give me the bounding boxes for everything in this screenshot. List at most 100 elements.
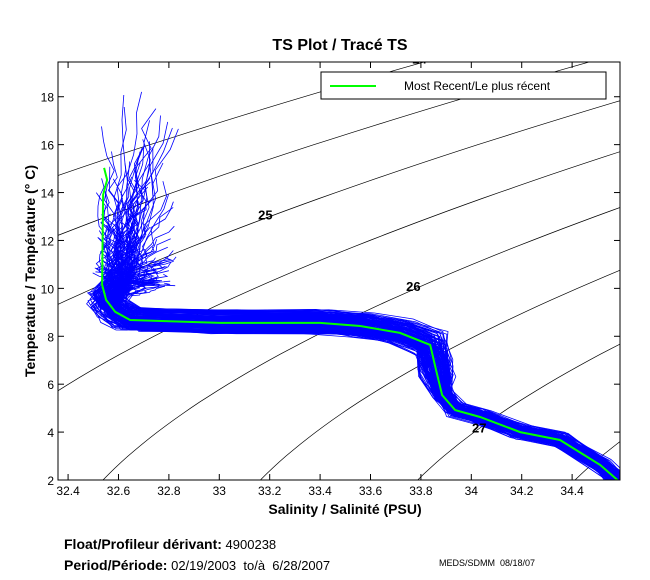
y-tick-label: 16	[41, 139, 55, 153]
profile-line	[124, 270, 620, 477]
x-tick-label: 33.6	[359, 484, 383, 498]
period-row: Period/Période: 02/19/2003 to/à 6/28/200…	[64, 557, 330, 573]
y-axis-label: Temperature / Température (° C)	[22, 165, 38, 377]
profile-line	[102, 266, 620, 480]
density-contour-27.5	[574, 441, 620, 480]
contour-label-24: 24	[412, 52, 427, 67]
profile-line	[101, 126, 620, 477]
period-label: Period/Période:	[64, 557, 168, 573]
y-tick-label: 14	[41, 187, 55, 201]
profile-line	[104, 250, 611, 480]
density-contour-25	[58, 100, 620, 305]
chart-title: TS Plot / Tracé TS	[272, 37, 407, 54]
density-contour-24	[58, 62, 426, 176]
y-tick-label: 8	[47, 330, 54, 344]
profile-line	[115, 251, 620, 473]
profile-line	[110, 273, 616, 480]
profile-line	[104, 278, 615, 476]
profile-line	[90, 257, 607, 480]
profile-line	[92, 258, 612, 480]
profile-line	[108, 276, 616, 480]
profile-line	[98, 266, 616, 480]
profile-line	[94, 267, 613, 480]
density-contour-26.5	[259, 269, 620, 480]
profile-line	[97, 237, 614, 480]
profile-line	[92, 262, 609, 480]
profile-line	[96, 268, 608, 478]
profile-line	[95, 271, 620, 476]
contour-label-26: 26	[406, 279, 420, 294]
density-contour-25.5	[58, 151, 620, 392]
x-axis-label: Salinity / Salinité (PSU)	[268, 501, 421, 517]
x-tick-label: 32.4	[56, 484, 80, 498]
profile-line	[95, 259, 617, 480]
credit: MEDS/SDMM 08/18/07	[439, 558, 536, 568]
x-tick-label: 34.2	[510, 484, 534, 498]
profile-line	[109, 273, 615, 480]
x-tick-label: 32.8	[157, 484, 181, 498]
profile-line	[116, 264, 619, 478]
profile-line	[98, 267, 616, 480]
density-contour-27	[417, 343, 620, 480]
profile-line	[99, 108, 609, 480]
x-tick-label: 34	[465, 484, 479, 498]
x-tick-label: 33.2	[258, 484, 282, 498]
plot-frame	[57, 61, 621, 481]
profile-line	[99, 246, 608, 480]
legend: Most Recent/Le plus récent	[320, 71, 607, 100]
x-tick-label: 33	[213, 484, 227, 498]
x-tick-label: 33.4	[308, 484, 332, 498]
profile-line	[106, 244, 620, 478]
profile-line	[92, 261, 607, 478]
profile-line	[100, 246, 609, 480]
profile-line	[113, 240, 617, 480]
y-tick-label: 10	[41, 282, 55, 296]
profile-line	[103, 261, 617, 480]
float-id: 4900238	[225, 537, 277, 552]
contour-label-25: 25	[258, 207, 272, 222]
profile-line	[104, 238, 618, 480]
contour-label-27: 27	[472, 420, 486, 435]
profile-line	[105, 227, 611, 480]
x-tick-label: 32.6	[107, 484, 131, 498]
profile-line	[124, 266, 619, 480]
y-tick-label: 2	[47, 474, 54, 488]
profile-line	[102, 141, 610, 480]
y-tick-label: 4	[47, 426, 54, 440]
x-tick-label: 34.4	[560, 484, 584, 498]
profile-line	[102, 277, 614, 480]
profile-line	[92, 268, 605, 480]
y-tick-label: 6	[47, 378, 54, 392]
profile-line	[98, 260, 614, 480]
profile-line	[111, 258, 619, 480]
y-tick-label: 12	[41, 234, 55, 248]
profile-line	[95, 106, 608, 479]
profile-line	[100, 260, 614, 479]
profile-line	[102, 245, 618, 480]
profile-line	[97, 237, 620, 480]
profile-line	[100, 115, 611, 478]
profile-line	[102, 265, 618, 480]
float-row: Float/Profileur dérivant: 4900238	[64, 536, 276, 552]
legend-label: Most Recent/Le plus récent	[404, 79, 551, 93]
profile-line	[95, 269, 614, 476]
profile-line	[118, 229, 620, 479]
profile-line	[118, 275, 620, 474]
profile-line	[87, 268, 610, 480]
profile-line	[106, 260, 616, 480]
period-value: 02/19/2003 to/à 6/28/2007	[171, 558, 331, 573]
profile-line	[95, 264, 613, 480]
profile-line	[105, 94, 615, 480]
most-recent-profile	[101, 167, 619, 480]
profile-line	[98, 230, 617, 480]
profile-line	[97, 185, 613, 474]
profile-line	[111, 277, 620, 480]
profile-line	[106, 277, 620, 474]
profile-line	[114, 275, 620, 480]
profile-line	[112, 277, 620, 480]
y-tick-label: 18	[41, 91, 55, 105]
profile-line	[91, 263, 607, 480]
float-label: Float/Profileur dérivant:	[64, 536, 222, 552]
